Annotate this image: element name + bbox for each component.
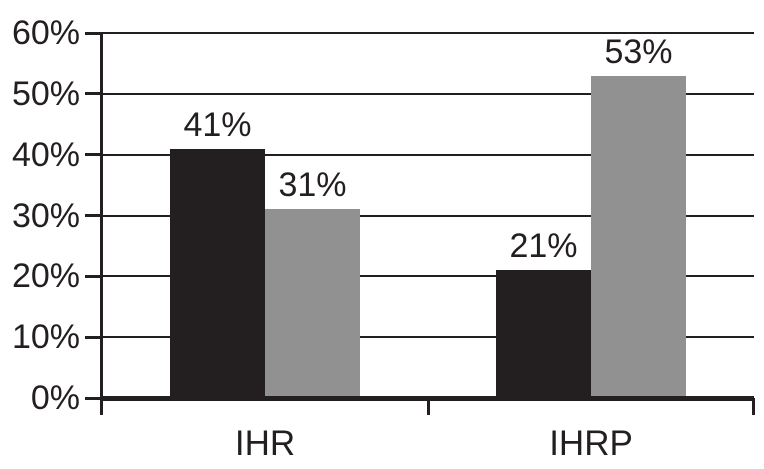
y-tick-label: 30%	[11, 196, 80, 235]
y-tick-label: 10%	[11, 318, 80, 357]
y-tick-label: 20%	[11, 257, 80, 296]
y-tick	[85, 396, 102, 400]
y-gridline	[102, 336, 754, 339]
y-gridline	[102, 153, 754, 156]
y-tick	[85, 214, 102, 217]
bar-dark	[496, 270, 591, 398]
x-category-label-ihr: IHR	[234, 424, 296, 463]
y-gridline	[102, 214, 754, 217]
y-tick-label: 40%	[11, 135, 80, 174]
y-tick	[85, 31, 102, 35]
y-tick	[85, 335, 102, 339]
y-tick-label: 60%	[11, 14, 80, 52]
x-tick	[426, 398, 430, 415]
bar-value-label: 53%	[604, 32, 673, 71]
x-tick	[100, 398, 103, 415]
y-axis-line	[100, 33, 103, 415]
y-gridline	[102, 92, 754, 95]
bar-gray	[265, 209, 360, 398]
y-tick-label: 50%	[11, 74, 80, 113]
x-tick	[752, 398, 755, 415]
y-tick-label: 0%	[30, 379, 80, 417]
bar-dark	[170, 148, 265, 398]
bar-value-label: 21%	[509, 227, 578, 266]
y-tick	[85, 92, 102, 96]
y-tick	[85, 153, 102, 157]
y-gridline	[102, 32, 754, 34]
bar-value-label: 41%	[183, 105, 252, 144]
y-tick	[85, 274, 102, 278]
bar-gray	[591, 75, 686, 398]
x-category-label-ihrp: IHRP	[549, 424, 633, 463]
bar-value-label: 31%	[278, 166, 347, 205]
y-gridline	[102, 275, 754, 278]
